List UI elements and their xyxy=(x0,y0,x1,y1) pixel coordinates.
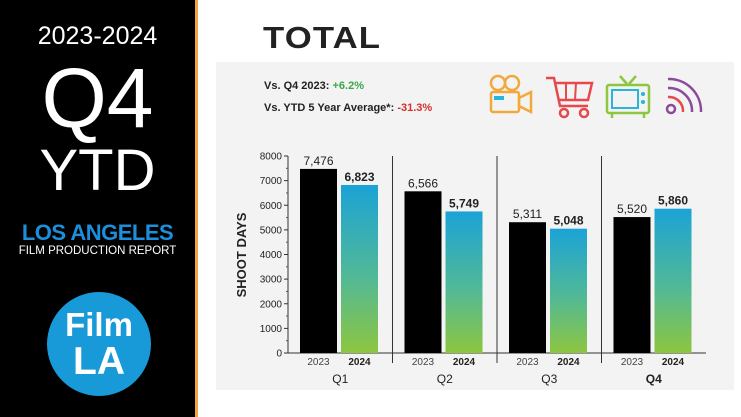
y-axis-title: SHOOT DAYS xyxy=(234,212,249,297)
series-label-2024: 2024 xyxy=(662,357,685,368)
broadcast-wifi-icon xyxy=(665,77,703,115)
series-label-2023: 2023 xyxy=(307,357,330,368)
data-label-2024-q4: 5,860 xyxy=(658,194,688,208)
stat2-label: Vs. YTD 5 Year Average*: xyxy=(264,102,398,114)
bar-2024-q4 xyxy=(654,208,692,353)
bar-2023-q3 xyxy=(509,222,546,353)
data-label-2024-q3: 5,048 xyxy=(553,214,583,228)
y-tick-label: 7000 xyxy=(260,176,283,187)
data-label-2023-q4: 5,520 xyxy=(617,202,647,216)
y-tick-label: 5000 xyxy=(260,225,283,236)
y-tick-label: 3000 xyxy=(260,275,283,286)
report-years: 2023-2024 xyxy=(37,22,158,50)
shopping-cart-icon xyxy=(546,76,594,119)
film-camera-icon xyxy=(489,74,533,115)
bar-2023-q1 xyxy=(300,168,337,353)
stat1-value: +6.2% xyxy=(332,80,365,92)
city-name: LOS ANGELES xyxy=(21,220,174,245)
series-label-2023: 2023 xyxy=(621,357,644,368)
report-quarter: Q4 xyxy=(41,51,154,145)
series-label-2023: 2023 xyxy=(516,357,539,368)
y-tick-label: 0 xyxy=(276,349,282,360)
y-tick-label: 6000 xyxy=(260,201,283,212)
y-tick-label: 2000 xyxy=(260,299,283,310)
category-label-q1: Q1 xyxy=(332,372,348,386)
series-label-2024: 2024 xyxy=(453,357,476,368)
television-icon xyxy=(605,75,651,118)
logo-film-text: Film xyxy=(65,306,133,343)
stat-vs-5yr-avg: Vs. YTD 5 Year Average*: -31.3% xyxy=(264,102,432,114)
stat1-label: Vs. Q4 2023: xyxy=(264,80,333,92)
bar-2023-q2 xyxy=(404,191,442,353)
report-ytd: YTD xyxy=(39,138,156,203)
data-label-2023-q3: 5,311 xyxy=(513,207,542,221)
bar-2023-q4 xyxy=(613,217,651,353)
y-tick-label: 4000 xyxy=(260,250,283,261)
data-label-2024-q2: 5,749 xyxy=(449,196,479,210)
y-tick-label: 1000 xyxy=(260,324,283,335)
data-label-2023-q2: 6,566 xyxy=(408,176,438,190)
y-tick-label: 8000 xyxy=(260,152,283,163)
series-label-2024: 2024 xyxy=(348,357,371,368)
series-label-2023: 2023 xyxy=(412,357,435,368)
accent-stripe xyxy=(195,0,198,417)
filmla-logo: Film LA xyxy=(47,292,151,396)
stat2-value: -31.3% xyxy=(397,102,433,114)
data-label-2024-q1: 6,823 xyxy=(344,170,374,184)
data-label-2023-q1: 7,476 xyxy=(303,154,333,168)
bar-2024-q1 xyxy=(341,184,378,353)
logo-la-text: LA xyxy=(73,340,125,383)
page-title: TOTAL xyxy=(263,20,382,55)
bar-2024-q2 xyxy=(445,211,483,353)
series-label-2024: 2024 xyxy=(557,357,580,368)
stat-vs-q4-2023: Vs. Q4 2023: +6.2% xyxy=(264,80,364,92)
bar-2024-q3 xyxy=(550,228,587,353)
sidebar: 2023-2024 Q4 YTD LOS ANGELES FILM PRODUC… xyxy=(0,0,195,417)
report-name: FILM PRODUCTION REPORT xyxy=(18,245,177,257)
category-label-q2: Q2 xyxy=(437,372,453,386)
category-label-q3: Q3 xyxy=(541,372,557,386)
category-label-q4: Q4 xyxy=(646,372,662,386)
